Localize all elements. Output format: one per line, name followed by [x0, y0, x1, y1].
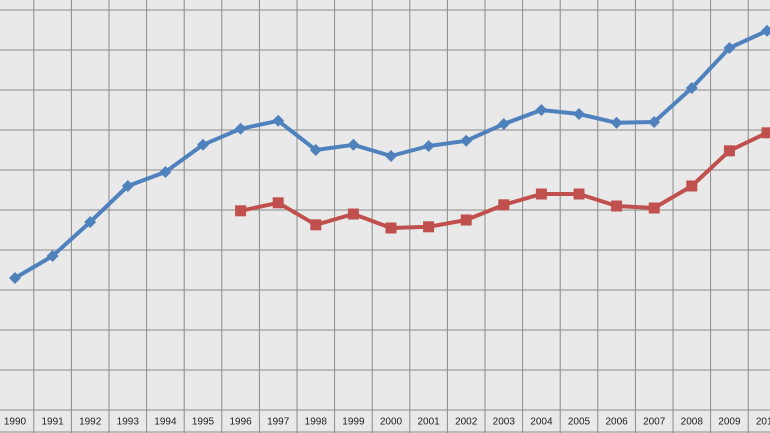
x-tick-label: 2000	[380, 417, 403, 428]
marker	[460, 134, 473, 147]
marker	[422, 140, 435, 152]
marker	[235, 205, 247, 217]
marker	[535, 188, 547, 200]
marker	[197, 138, 209, 151]
x-tick-label: 2005	[568, 417, 591, 428]
marker	[611, 200, 623, 212]
x-tick-label: 2010	[756, 417, 770, 428]
x-tick-label: 2006	[605, 417, 628, 428]
marker	[9, 272, 21, 284]
marker	[648, 202, 660, 214]
x-tick-label: 2003	[493, 417, 516, 428]
marker	[272, 197, 284, 209]
marker	[573, 188, 585, 200]
marker	[497, 118, 510, 130]
marker	[347, 138, 360, 151]
marker	[310, 219, 322, 231]
marker	[761, 127, 770, 139]
x-tick-label: 2004	[530, 417, 553, 428]
marker	[234, 122, 247, 135]
marker	[385, 150, 397, 162]
x-tick-label: 1994	[154, 417, 177, 428]
marker	[347, 208, 359, 220]
marker	[723, 145, 735, 157]
marker	[460, 214, 472, 226]
x-tick-label: 1998	[305, 417, 328, 428]
x-tick-label: 2002	[455, 417, 478, 428]
marker	[272, 114, 285, 127]
marker	[385, 222, 397, 234]
marker	[535, 104, 548, 116]
x-tick-label: 2008	[681, 417, 704, 428]
marker	[498, 199, 510, 211]
marker	[723, 42, 736, 54]
marker	[686, 180, 698, 192]
x-tick-label: 2001	[417, 417, 440, 428]
x-tick-label: 1999	[342, 417, 365, 428]
x-tick-label: 2009	[718, 417, 741, 428]
x-tick-label: 1993	[117, 417, 140, 428]
x-tick-label: 1995	[192, 417, 215, 428]
marker	[309, 144, 322, 156]
x-tick-label: 1997	[267, 417, 290, 428]
x-tick-label: 1990	[4, 417, 27, 428]
x-tick-label: 1996	[229, 417, 252, 428]
marker	[685, 82, 698, 94]
marker	[84, 216, 97, 228]
marker	[159, 166, 172, 178]
marker	[610, 116, 623, 129]
x-tick-label: 1991	[41, 417, 64, 428]
marker	[648, 116, 661, 128]
x-tick-label: 1992	[79, 417, 102, 428]
marker	[121, 180, 134, 192]
marker	[573, 108, 585, 120]
marker	[46, 250, 59, 262]
x-tick-label: 2007	[643, 417, 666, 428]
marker	[761, 24, 770, 37]
marker	[423, 221, 435, 233]
